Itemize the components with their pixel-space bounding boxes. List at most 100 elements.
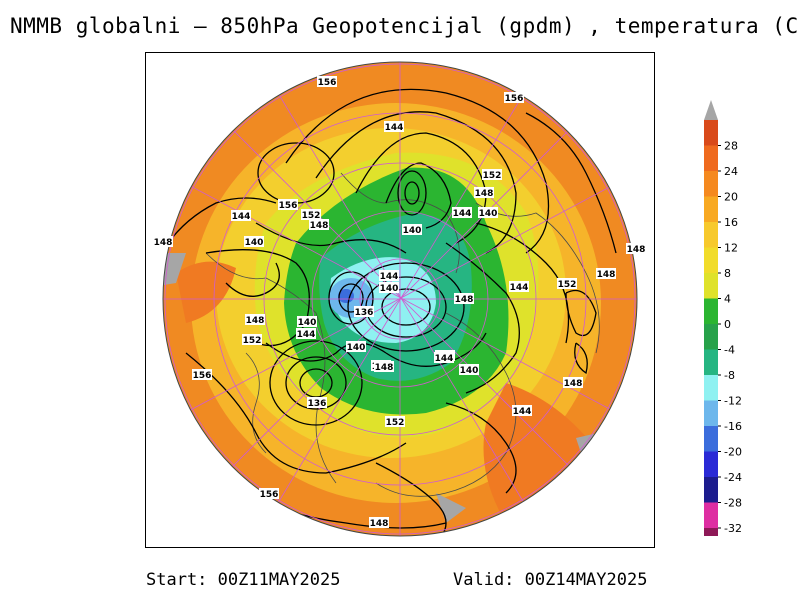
svg-text:136: 136 xyxy=(355,308,374,318)
colorbar-tick-label: 20 xyxy=(724,191,738,204)
colorbar-tick-label: -28 xyxy=(724,497,742,510)
colorbar-tick-label: 28 xyxy=(724,140,738,153)
svg-text:148: 148 xyxy=(310,221,329,231)
svg-text:140: 140 xyxy=(479,209,498,219)
colorbar-tick-label: -24 xyxy=(724,471,742,484)
svg-text:152: 152 xyxy=(483,171,502,181)
svg-text:148: 148 xyxy=(475,189,494,199)
svg-text:148: 148 xyxy=(627,245,646,255)
contour-value-label: 144 xyxy=(296,328,316,340)
svg-text:148: 148 xyxy=(455,295,474,305)
colorbar-segments: 28 24 20 16 12 8 4 0 -4 -8 -12 -16 -20 -24 -28 -32 xyxy=(704,100,742,536)
contour-value-label: 140 xyxy=(297,316,317,328)
svg-text:152: 152 xyxy=(558,280,577,290)
contour-value-label: 144 xyxy=(512,405,532,417)
contour-value-label: 156 xyxy=(259,488,279,500)
svg-text:144: 144 xyxy=(297,330,316,340)
start-time-label: Start: 00Z11MAY2025 xyxy=(146,570,341,590)
colorbar-tick-label: 0 xyxy=(724,318,731,331)
colorbar-segment xyxy=(704,477,718,503)
contour-value-label: 156 xyxy=(317,76,337,88)
colorbar-tick-label: -32 xyxy=(724,522,742,535)
svg-text:144: 144 xyxy=(385,123,404,133)
polar-map-panel: 156 156 144 152 148 156 152 148 144 144 140 140 148 1… xyxy=(145,52,655,548)
svg-text:148: 148 xyxy=(564,379,583,389)
deep-blue-shading-core xyxy=(338,289,354,303)
svg-text:140: 140 xyxy=(245,238,264,248)
contour-value-label: 148 xyxy=(563,377,583,389)
contour-value-label: 144 xyxy=(509,281,529,293)
colorbar-segment xyxy=(704,426,718,452)
colorbar-top-arrow xyxy=(704,100,718,120)
contour-value-label: 152 xyxy=(557,278,577,290)
contour-value-label: 148 xyxy=(374,361,394,373)
colorbar-segment xyxy=(704,528,718,536)
contour-value-label: 152 xyxy=(482,169,502,181)
svg-text:144: 144 xyxy=(510,283,529,293)
svg-text:156: 156 xyxy=(193,371,212,381)
colorbar-tick-label: -20 xyxy=(724,446,742,459)
svg-text:140: 140 xyxy=(403,226,422,236)
svg-text:144: 144 xyxy=(380,272,399,282)
svg-text:156: 156 xyxy=(260,490,279,500)
colorbar-segment xyxy=(704,247,718,273)
colorbar-segment xyxy=(704,298,718,324)
colorbar-segment xyxy=(704,273,718,299)
svg-text:140: 140 xyxy=(347,343,366,353)
terrain-masked-area-south xyxy=(436,493,466,523)
contour-value-label: 136 xyxy=(307,397,327,409)
colorbar-tick-label: 8 xyxy=(724,267,731,280)
colorbar-segment xyxy=(704,196,718,222)
colorbar-segment xyxy=(704,145,718,171)
contour-value-label: 152 xyxy=(385,416,405,428)
colorbar-segment xyxy=(704,400,718,426)
svg-text:148: 148 xyxy=(597,270,616,280)
colorbar-segment xyxy=(704,451,718,477)
chart-title: NMMB globalni – 850hPa Geopotencijal (gp… xyxy=(10,14,800,38)
svg-text:152: 152 xyxy=(243,336,262,346)
contour-value-label: 156 xyxy=(192,369,212,381)
colorbar-tick-label: 16 xyxy=(724,216,738,229)
colorbar-tick-label: -8 xyxy=(724,369,735,382)
svg-text:156: 156 xyxy=(505,94,524,104)
colorbar-tick-label: 4 xyxy=(724,293,731,306)
svg-text:140: 140 xyxy=(460,366,479,376)
contour-value-label: 148 xyxy=(245,314,265,326)
contour-value-label: 136 xyxy=(354,306,374,318)
contour-value-label: 144 xyxy=(384,121,404,133)
contour-value-label: 140 xyxy=(244,236,264,248)
svg-text:152: 152 xyxy=(302,211,321,221)
svg-text:148: 148 xyxy=(375,363,394,373)
colorbar-tick-label: -12 xyxy=(724,395,742,408)
colorbar-segment xyxy=(704,171,718,197)
contour-value-label: 148 xyxy=(309,219,329,231)
contour-value-label: 152 xyxy=(242,334,262,346)
colorbar-segment xyxy=(704,324,718,350)
svg-text:152: 152 xyxy=(386,418,405,428)
colorbar-segment xyxy=(704,349,718,375)
svg-text:148: 148 xyxy=(246,316,265,326)
colorbar-tick-label: 24 xyxy=(724,165,738,178)
svg-text:148: 148 xyxy=(154,238,173,248)
contour-value-label: 148 xyxy=(153,236,173,248)
contour-value-label: 156 xyxy=(504,92,524,104)
svg-text:156: 156 xyxy=(318,78,337,88)
colorbar-tick-label: 12 xyxy=(724,242,738,255)
contour-value-label: 148 xyxy=(454,293,474,305)
contour-value-label: 152 xyxy=(301,209,321,221)
contour-value-label: 144 xyxy=(434,352,454,364)
svg-text:136: 136 xyxy=(308,399,327,409)
contour-value-label: 148 xyxy=(626,243,646,255)
temperature-colorbar: 28 24 20 16 12 8 4 0 -4 -8 -12 -16 -20 -24 -28 -32 xyxy=(704,100,742,536)
contour-value-label: 140 xyxy=(459,364,479,376)
contour-value-label: 144 xyxy=(379,270,399,282)
warm-patch-america xyxy=(176,261,236,323)
contour-value-label: 140 xyxy=(346,341,366,353)
contour-value-label: 140 xyxy=(379,282,399,294)
svg-text:156: 156 xyxy=(279,201,298,211)
svg-text:148: 148 xyxy=(370,519,389,529)
terrain-masked-area-left xyxy=(163,253,186,288)
colorbar-tick-label: -4 xyxy=(724,344,735,357)
